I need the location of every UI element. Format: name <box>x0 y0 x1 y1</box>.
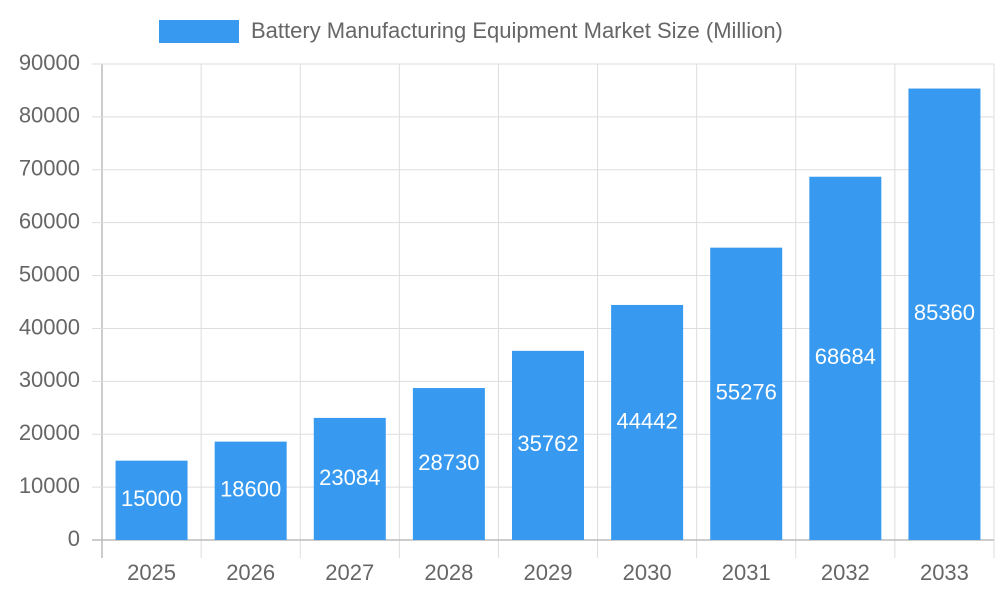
bar <box>214 441 287 540</box>
x-tick-label: 2026 <box>226 560 275 585</box>
data-label: 28730 <box>418 450 479 475</box>
legend-label: Battery Manufacturing Equipment Market S… <box>251 18 783 43</box>
y-tick-label: 80000 <box>19 103 80 128</box>
bar <box>710 247 783 541</box>
legend-swatch <box>159 20 239 43</box>
x-tick-label: 2032 <box>821 560 870 585</box>
y-tick-label: 10000 <box>19 473 80 498</box>
data-label: 35762 <box>517 431 578 456</box>
y-tick-label: 50000 <box>19 261 80 286</box>
x-tick-label: 2025 <box>127 560 176 585</box>
bar <box>313 417 386 540</box>
y-tick-label: 30000 <box>19 367 80 392</box>
bar <box>611 304 684 540</box>
data-label: 18600 <box>220 477 281 502</box>
x-tick-label: 2027 <box>325 560 374 585</box>
x-tick-label: 2030 <box>623 560 672 585</box>
bar <box>809 176 882 540</box>
y-tick-label: 20000 <box>19 420 80 445</box>
bar <box>412 388 485 540</box>
y-tick-label: 90000 <box>19 50 80 75</box>
y-tick-label: 40000 <box>19 314 80 339</box>
y-tick-label: 70000 <box>19 156 80 181</box>
data-label: 55276 <box>716 380 777 405</box>
y-tick-label: 60000 <box>19 208 80 233</box>
data-label: 15000 <box>121 486 182 511</box>
bar <box>115 460 188 540</box>
y-tick-label: 0 <box>68 526 80 551</box>
bar <box>512 350 584 540</box>
x-tick-label: 2033 <box>920 560 969 585</box>
x-tick-label: 2031 <box>722 560 771 585</box>
x-tick-label: 2028 <box>424 560 473 585</box>
data-label: 85360 <box>914 300 975 325</box>
data-label: 44442 <box>617 408 678 433</box>
bar <box>908 88 981 541</box>
data-label: 68684 <box>815 344 876 369</box>
x-tick-label: 2029 <box>524 560 573 585</box>
data-label: 23084 <box>319 465 380 490</box>
